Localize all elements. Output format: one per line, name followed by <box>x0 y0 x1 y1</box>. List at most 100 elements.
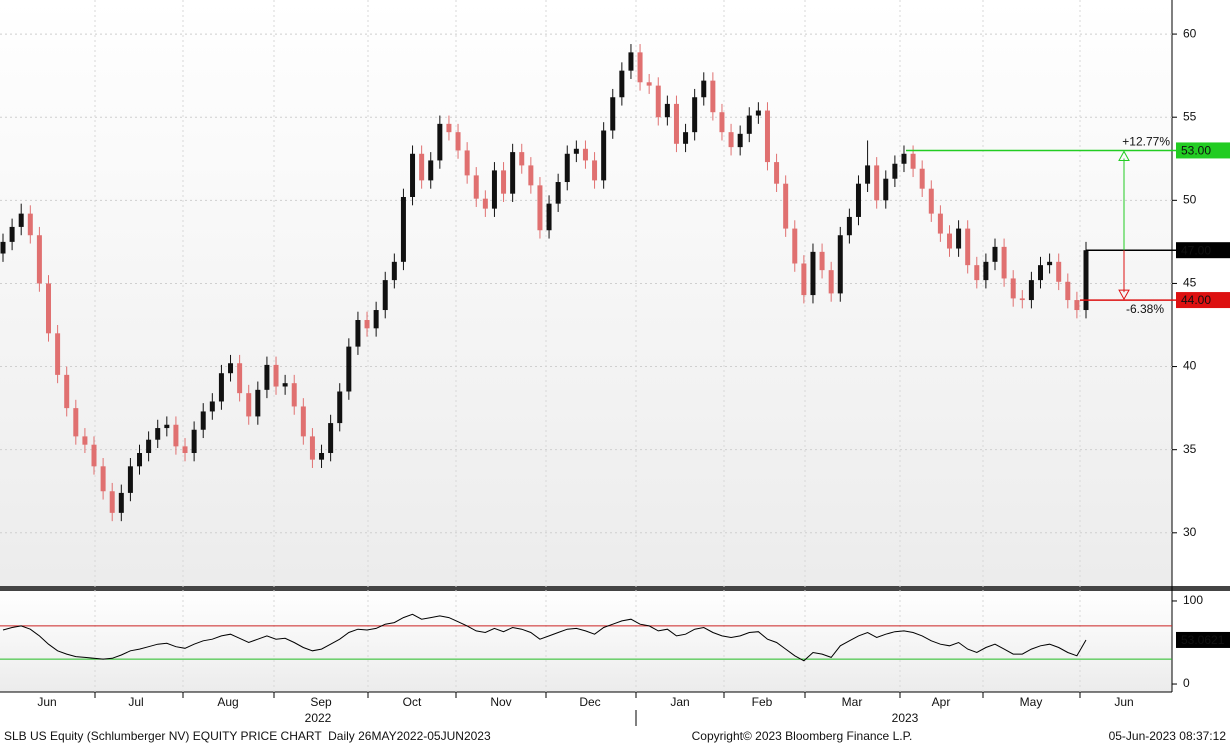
candle-body <box>1056 261 1062 282</box>
candle-body <box>346 346 352 392</box>
candle-body <box>191 429 197 454</box>
candle-body <box>937 213 943 234</box>
candle-body <box>391 261 397 281</box>
candle-body <box>18 213 24 227</box>
rsi-line <box>2 613 1087 662</box>
footer-left: SLB US Equity (Schlumberger NV) EQUITY P… <box>4 729 491 743</box>
arrow-down-head <box>1118 289 1130 301</box>
y-tick-label: 55 <box>1183 109 1197 123</box>
arrow-up-head <box>1118 150 1130 161</box>
candle-body <box>1074 300 1080 311</box>
level-box <box>1176 142 1230 159</box>
candle-body <box>883 178 889 201</box>
candle-body <box>974 265 980 281</box>
candle-body <box>155 428 161 440</box>
x-tick-label: Aug <box>217 695 238 709</box>
candle-body <box>36 235 42 284</box>
candle-body <box>309 436 315 460</box>
x-tick-label: Mar <box>842 695 863 709</box>
y-tick-label: 50 <box>1183 192 1197 206</box>
candle-body <box>992 246 998 262</box>
candle-body <box>755 110 761 116</box>
candle-body <box>728 132 734 148</box>
price-panel <box>0 0 1172 586</box>
candle-body <box>983 261 989 281</box>
x-tick-label: Feb <box>752 695 773 709</box>
y-tick-label: 0 <box>1183 676 1190 690</box>
candle-body <box>109 491 115 513</box>
year-label: 2023 <box>892 711 919 725</box>
x-tick-label: Dec <box>579 695 600 709</box>
candle-body <box>1019 298 1025 301</box>
candle-body <box>237 363 243 394</box>
candle-body <box>874 165 880 201</box>
candle-body <box>919 168 925 189</box>
y-tick-label: 60 <box>1183 26 1197 40</box>
candle-body <box>100 466 106 492</box>
candle-body <box>528 165 534 186</box>
candle-body <box>855 183 861 217</box>
candle-body <box>774 162 780 184</box>
candle-body <box>519 152 525 166</box>
candle-body <box>746 115 752 134</box>
rsi-last-label: 53.0621 <box>1181 633 1225 647</box>
rsi-last-box <box>1176 631 1230 648</box>
level-box <box>1176 242 1230 259</box>
candle-body <box>1065 281 1071 301</box>
candle-body <box>1037 265 1043 281</box>
pct-up: +12.77% <box>1122 135 1170 149</box>
candle-body <box>9 226 15 242</box>
candle-body <box>255 389 261 417</box>
candle-body <box>965 228 971 266</box>
candle-body <box>719 112 725 133</box>
level-label: 47.00 <box>1181 243 1211 257</box>
candle-body <box>956 228 962 249</box>
x-tick-label: May <box>1020 695 1043 709</box>
candle-body <box>828 270 834 294</box>
candle-body <box>1010 278 1016 299</box>
candle-body <box>1047 261 1053 266</box>
candle-body <box>355 320 361 347</box>
candle-body <box>209 401 215 412</box>
candle-body <box>783 183 789 229</box>
candle-body <box>73 408 79 437</box>
x-tick-label: Jan <box>670 695 689 709</box>
candle-body <box>291 383 297 407</box>
x-tick-label: Nov <box>490 695 511 709</box>
x-tick-label: Apr <box>932 695 951 709</box>
candle-body <box>373 310 379 329</box>
candle-body <box>610 97 616 131</box>
candle-body <box>446 123 452 133</box>
candle-body <box>400 196 406 262</box>
candle-body <box>27 213 33 236</box>
candle-body <box>364 320 370 329</box>
x-tick-label: Oct <box>403 695 422 709</box>
x-tick-label: Sep <box>310 695 332 709</box>
candle-body <box>710 80 716 113</box>
candle-body <box>1083 250 1089 311</box>
x-tick-label: Jun <box>37 695 56 709</box>
candle-body <box>664 103 670 118</box>
candle-body <box>737 133 743 148</box>
candle-body <box>865 165 871 184</box>
candle-body <box>692 97 698 133</box>
candle-body <box>501 170 507 194</box>
footer-center: Copyright© 2023 Bloomberg Finance L.P. <box>692 729 913 743</box>
candle-body <box>601 130 607 181</box>
candle-body <box>328 423 334 454</box>
candle-body <box>537 185 543 231</box>
candle-body <box>473 175 479 199</box>
candle-body <box>164 424 170 429</box>
candle-body <box>146 439 152 454</box>
candle-body <box>546 203 552 231</box>
candle-body <box>946 233 952 249</box>
candle-body <box>491 170 497 209</box>
candle-body <box>55 333 61 375</box>
candle-body <box>482 198 488 209</box>
candle-body <box>655 85 661 118</box>
y-tick-label: 45 <box>1183 276 1197 290</box>
candle-body <box>1028 280 1034 301</box>
candle-body <box>673 103 679 144</box>
candle-body <box>437 123 443 161</box>
candle-body <box>637 52 643 83</box>
